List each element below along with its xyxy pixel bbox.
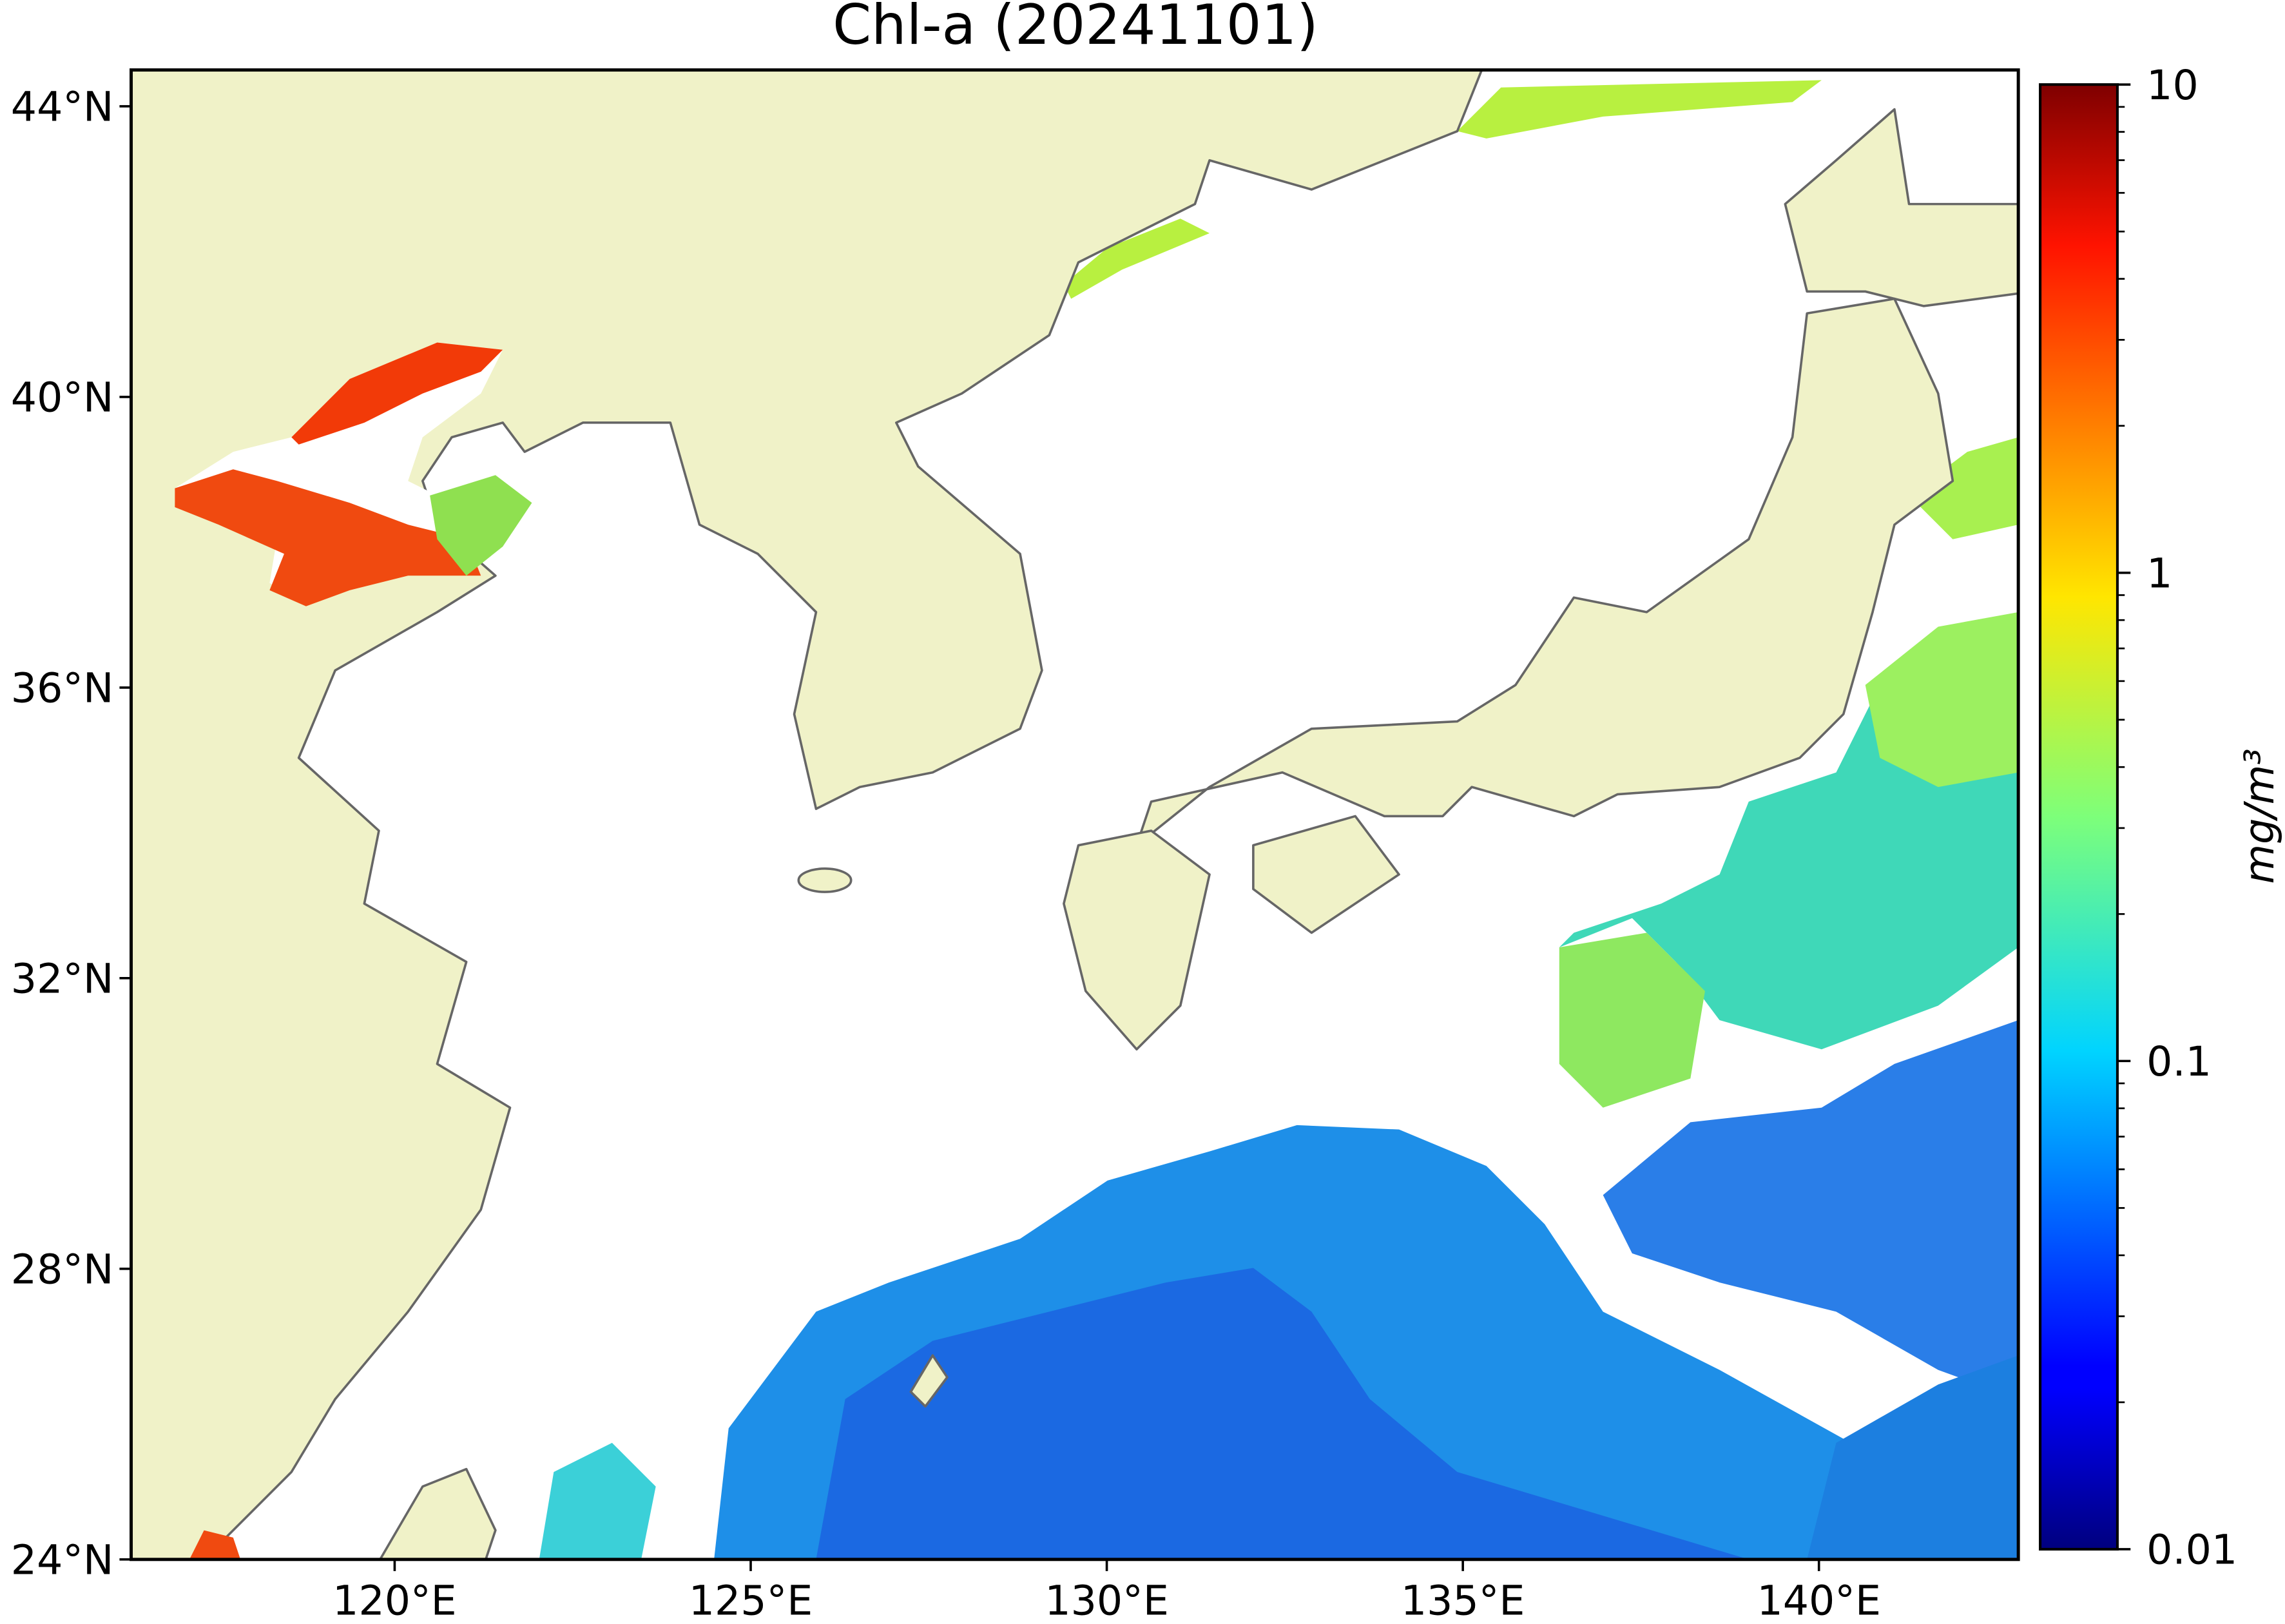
chl-swath [1457,80,1822,139]
colorbar-tick-label: 0.1 [2146,1038,2212,1085]
chl-swath [1807,1355,2019,1560]
colorbar-tick-label: 1 [2146,549,2172,597]
chl-swath [1865,612,2019,788]
land-hokkaido [1784,108,2019,307]
y-tick-label: 28°N [11,1245,114,1293]
chl-swath [1603,1020,2019,1400]
x-tick-label: 120°E [333,1577,457,1624]
land-taiwan [378,1467,497,1560]
chl-swath [539,1442,656,1560]
chl-swath [291,342,503,445]
colorbar [2039,83,2119,1551]
y-tick-label: 24°N [11,1536,114,1583]
land-okinawa [909,1354,949,1408]
chl-swath [175,469,481,606]
x-tick-label: 140°E [1757,1577,1881,1624]
chl-swath [1559,933,1705,1108]
chl-swath [1909,437,2019,539]
land-kyushu [1063,829,1211,1051]
colorbar-tick-label: 0.01 [2146,1526,2237,1574]
chl-swath [1063,218,1210,299]
x-tick-label: 125°E [689,1577,813,1624]
map-title: Chl-a (20241101) [833,0,1318,57]
land-mainland [131,70,1483,1560]
x-tick-label: 135°E [1401,1577,1525,1624]
chl-swath [189,1530,241,1560]
chl-swath [816,1268,1749,1560]
map-area [131,70,2019,1560]
land-shikoku [1252,815,1400,934]
x-tick-label: 130°E [1045,1577,1169,1624]
colorbar-label: mg/m³ [2235,748,2283,884]
chl-swath [430,475,532,576]
land-honshu [1135,297,1954,847]
colorbar-tick-label: 10 [2146,61,2199,109]
land-jeju [797,867,853,893]
y-tick-label: 32°N [11,954,114,1002]
y-tick-label: 36°N [11,664,114,711]
map-frame [130,68,2020,1561]
y-tick-label: 44°N [11,83,114,131]
y-tick-label: 40°N [11,374,114,421]
